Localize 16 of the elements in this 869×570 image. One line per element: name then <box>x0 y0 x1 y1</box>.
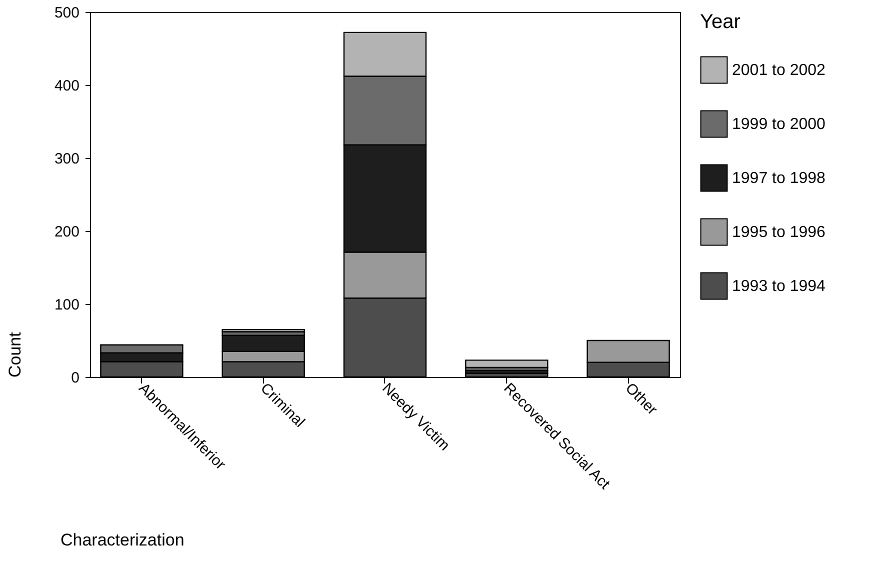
legend-label: 1995 to 1996 <box>732 224 826 241</box>
y-tick-label: 100 <box>54 296 80 314</box>
legend-label: 2001 to 2002 <box>732 62 826 79</box>
y-axis-title: Count <box>5 332 24 378</box>
legend-label: 1999 to 2000 <box>732 116 826 133</box>
y-tick-label: 0 <box>71 370 80 386</box>
bar <box>222 328 305 332</box>
y-tick-label: 300 <box>54 150 80 168</box>
legend-label: 1993 to 1994 <box>732 278 826 295</box>
x-axis-title: Characterization <box>60 530 184 550</box>
y-tick-label: 500 <box>54 4 80 22</box>
bar <box>465 360 548 368</box>
y-tick-label: 400 <box>54 78 80 94</box>
y-tick-label: 200 <box>54 224 80 240</box>
legend-label: 1997 to 1998 <box>732 170 826 187</box>
legend-title: Year <box>700 11 741 33</box>
